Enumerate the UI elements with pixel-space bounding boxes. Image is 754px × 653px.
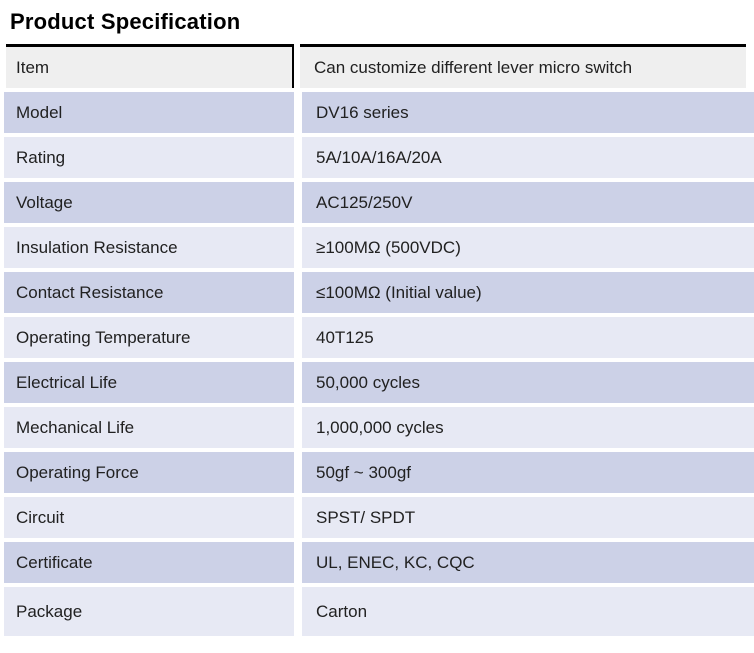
spec-value: 50gf ~ 300gf	[302, 452, 754, 493]
spec-value: UL, ENEC, KC, CQC	[302, 542, 754, 583]
spec-label: Operating Temperature	[4, 317, 294, 358]
spec-label: Mechanical Life	[4, 407, 294, 448]
spec-row-operating-temperature: Operating Temperature 40T125	[4, 317, 754, 358]
spec-row-package: Package Carton	[4, 587, 754, 636]
spec-row-model: Model DV16 series	[4, 92, 754, 133]
spec-label: Operating Force	[4, 452, 294, 493]
spec-value: SPST/ SPDT	[302, 497, 754, 538]
spec-row-insulation-resistance: Insulation Resistance ≥100MΩ (500VDC)	[4, 227, 754, 268]
spec-value: 5A/10A/16A/20A	[302, 137, 754, 178]
spec-label: Item	[6, 44, 294, 88]
spec-value: Carton	[302, 587, 754, 636]
spec-row-certificate: Certificate UL, ENEC, KC, CQC	[4, 542, 754, 583]
spec-label: Insulation Resistance	[4, 227, 294, 268]
spec-value: 50,000 cycles	[302, 362, 754, 403]
spec-row-operating-force: Operating Force 50gf ~ 300gf	[4, 452, 754, 493]
spec-row-item: Item Can customize different lever micro…	[6, 44, 746, 88]
spec-row-contact-resistance: Contact Resistance ≤100MΩ (Initial value…	[4, 272, 754, 313]
spec-row-electrical-life: Electrical Life 50,000 cycles	[4, 362, 754, 403]
page-title: Product Specification	[10, 9, 241, 34]
spec-value: ≤100MΩ (Initial value)	[302, 272, 754, 313]
spec-label: Electrical Life	[4, 362, 294, 403]
spec-value: 40T125	[302, 317, 754, 358]
spec-value: AC125/250V	[302, 182, 754, 223]
spec-value: Can customize different lever micro swit…	[300, 44, 746, 88]
spec-value: DV16 series	[302, 92, 754, 133]
spec-row-voltage: Voltage AC125/250V	[4, 182, 754, 223]
spec-row-circuit: Circuit SPST/ SPDT	[4, 497, 754, 538]
spec-table: Item Can customize different lever micro…	[0, 44, 754, 636]
spec-value: ≥100MΩ (500VDC)	[302, 227, 754, 268]
spec-row-mechanical-life: Mechanical Life 1,000,000 cycles	[4, 407, 754, 448]
spec-row-rating: Rating 5A/10A/16A/20A	[4, 137, 754, 178]
spec-label: Circuit	[4, 497, 294, 538]
spec-label: Package	[4, 587, 294, 636]
spec-label: Rating	[4, 137, 294, 178]
spec-label: Model	[4, 92, 294, 133]
spec-label: Contact Resistance	[4, 272, 294, 313]
spec-value: 1,000,000 cycles	[302, 407, 754, 448]
spec-label: Voltage	[4, 182, 294, 223]
spec-label: Certificate	[4, 542, 294, 583]
